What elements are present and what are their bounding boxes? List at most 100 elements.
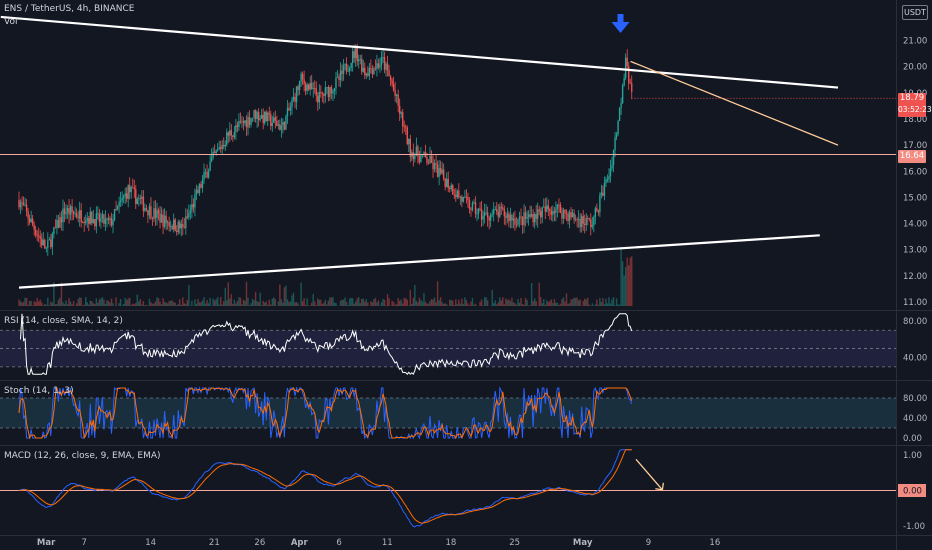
volume-bar bbox=[216, 297, 219, 306]
volume-bar bbox=[253, 300, 255, 306]
volume-bar bbox=[291, 295, 293, 306]
volume-bar bbox=[603, 304, 606, 306]
volume-bar bbox=[474, 303, 477, 306]
currency-button[interactable]: USDT bbox=[902, 5, 928, 20]
volume-bar bbox=[156, 297, 158, 306]
candle-body bbox=[250, 118, 252, 125]
volume-bar bbox=[386, 294, 389, 306]
volume-bar bbox=[570, 299, 572, 306]
volume-legend[interactable]: Vol bbox=[4, 17, 18, 27]
volume-bar bbox=[321, 304, 324, 306]
volume-bar bbox=[348, 298, 351, 306]
candle-body bbox=[533, 214, 536, 223]
volume-bar bbox=[286, 299, 289, 306]
volume-bar bbox=[232, 304, 234, 306]
candle-body bbox=[383, 56, 386, 70]
candle-body bbox=[54, 227, 57, 229]
symbol-legend[interactable]: ENS / TetherUS, 4h, BINANCE bbox=[4, 4, 135, 14]
volume-bar bbox=[203, 297, 205, 306]
candle-body bbox=[391, 80, 393, 85]
volume-bar bbox=[596, 299, 598, 306]
volume-bar bbox=[127, 298, 129, 306]
pane-separator[interactable] bbox=[0, 445, 932, 446]
candle-body bbox=[36, 235, 38, 236]
volume-bar bbox=[514, 303, 516, 306]
volume-bar bbox=[132, 303, 134, 306]
volume-bar bbox=[245, 281, 248, 306]
candle-body bbox=[226, 132, 228, 145]
candle-body bbox=[355, 45, 357, 59]
level-price-badge: 16.64 bbox=[898, 150, 926, 163]
candle-body bbox=[220, 147, 222, 149]
volume-bar bbox=[312, 294, 314, 306]
volume-bar bbox=[405, 298, 407, 306]
volume-bar bbox=[600, 302, 603, 306]
projection-line[interactable] bbox=[630, 60, 839, 146]
candle-body bbox=[260, 114, 263, 119]
volume-bar bbox=[60, 282, 63, 306]
stoch-legend[interactable]: Stoch (14, 1, 3) bbox=[4, 386, 74, 396]
candle-body bbox=[294, 96, 296, 103]
time-tick: 11 bbox=[382, 538, 393, 548]
volume-bar bbox=[565, 293, 568, 306]
candle-body bbox=[166, 222, 169, 224]
volume-bar bbox=[332, 297, 334, 306]
candle-body bbox=[488, 217, 490, 221]
candle-body bbox=[385, 63, 387, 70]
candle-body bbox=[580, 216, 583, 228]
rsi-legend[interactable]: RSI (14, close, SMA, 14, 2) bbox=[4, 316, 123, 326]
volume-bar bbox=[398, 300, 401, 306]
volume-bar bbox=[294, 302, 296, 306]
candle-body bbox=[433, 163, 436, 170]
volume-bar bbox=[412, 297, 415, 306]
volume-bar bbox=[371, 302, 374, 306]
candle-body bbox=[365, 73, 368, 76]
macd-annotation-arrow[interactable] bbox=[635, 458, 663, 491]
candle-body bbox=[326, 87, 328, 88]
candle-body bbox=[235, 125, 237, 132]
candle-body bbox=[279, 124, 281, 130]
candle-body bbox=[192, 204, 195, 208]
volume-bar bbox=[174, 302, 176, 306]
candle-body bbox=[364, 67, 366, 76]
volume-bar bbox=[317, 298, 319, 306]
candle-body bbox=[406, 127, 408, 145]
candle-body bbox=[342, 65, 345, 74]
candle-body bbox=[186, 216, 189, 218]
candle-body bbox=[459, 196, 462, 198]
volume-bar bbox=[292, 292, 295, 306]
volume-bar bbox=[612, 297, 615, 306]
candle-body bbox=[165, 215, 167, 224]
candle-body bbox=[298, 81, 301, 90]
volume-bar bbox=[558, 305, 560, 306]
volume-bar bbox=[414, 284, 416, 306]
candle-body bbox=[350, 63, 352, 68]
candle-body bbox=[452, 185, 454, 195]
candle-body bbox=[623, 77, 625, 86]
candle-body bbox=[439, 168, 442, 174]
volume-bar bbox=[283, 287, 286, 306]
macd-tick: 0.00 bbox=[903, 487, 922, 497]
candle-body bbox=[180, 224, 182, 229]
macd-legend[interactable]: MACD (12, 26, close, 9, EMA, EMA) bbox=[4, 451, 161, 461]
lower-trendline[interactable] bbox=[18, 234, 820, 289]
volume-bar bbox=[541, 303, 543, 306]
candle-body bbox=[239, 121, 242, 122]
candle-body bbox=[195, 189, 198, 195]
candle-body bbox=[56, 220, 58, 229]
volume-bar bbox=[254, 291, 257, 306]
volume-bar bbox=[39, 299, 41, 306]
upper-trendline[interactable] bbox=[0, 15, 839, 89]
volume-bar bbox=[621, 261, 624, 306]
candle-body bbox=[571, 212, 574, 218]
candle-body bbox=[486, 212, 489, 218]
candle-body bbox=[188, 213, 190, 218]
down-arrow-icon[interactable] bbox=[611, 14, 630, 33]
pane-separator[interactable] bbox=[0, 380, 932, 381]
pane-separator[interactable] bbox=[0, 310, 932, 311]
volume-bar bbox=[520, 297, 522, 306]
candle-body bbox=[427, 162, 430, 164]
volume-bar bbox=[68, 298, 70, 306]
